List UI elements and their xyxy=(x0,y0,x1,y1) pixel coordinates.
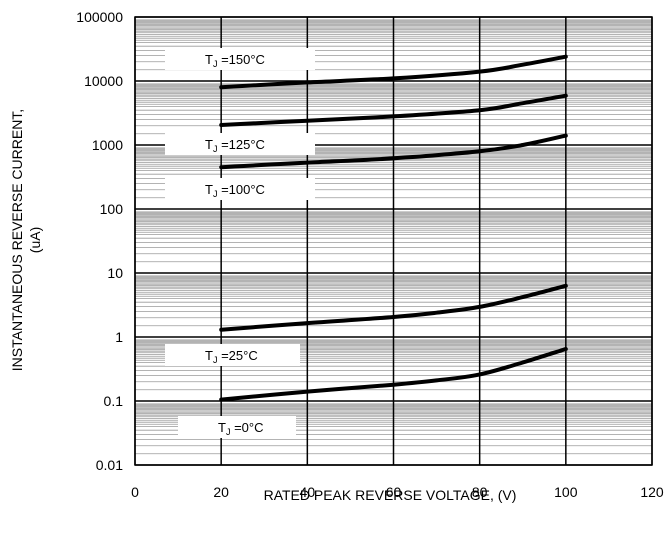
series-line-1 xyxy=(219,93,568,127)
series-label-value: =125°C xyxy=(217,137,264,152)
series-line-3 xyxy=(219,283,568,332)
series-label-subscript: J xyxy=(213,355,218,365)
x-tick-label: 120 xyxy=(640,484,664,500)
y-tick-label: 0.01 xyxy=(96,457,123,473)
series-label-subscript: J xyxy=(226,427,231,437)
series-label-value: =0°C xyxy=(230,420,263,435)
series-labels: TJ =150°CTJ =125°CTJ =100°CTJ =25°CTJ =0… xyxy=(165,48,315,438)
series-label-box xyxy=(178,416,296,438)
series-label-3: TJ =25°C xyxy=(205,348,258,365)
x-axis-title: RATED PEAK REVERSE VOLTAGE, (V) xyxy=(264,487,517,503)
series-label-box xyxy=(165,133,315,155)
series-lines xyxy=(219,54,568,402)
y-tick-label: 10 xyxy=(107,265,123,281)
series-label-box xyxy=(165,344,300,366)
y-tick-labels: 0.01 0.1 1 10 100 1000 10000 100000 xyxy=(76,9,123,473)
x-tick-label: 80 xyxy=(472,484,488,500)
series-label-subscript: J xyxy=(213,59,218,69)
x-tick-label: 100 xyxy=(554,484,578,500)
series-label-symbol: T xyxy=(205,137,213,152)
series-label-subscript: J xyxy=(213,189,218,199)
series-label-1: TJ =125°C xyxy=(205,137,265,154)
series-line-2 xyxy=(219,133,568,170)
series-label-subscript: J xyxy=(213,144,218,154)
y-axis-title-line-2: (uA) xyxy=(27,227,43,253)
series-label-value: =150°C xyxy=(217,52,264,67)
series-label-box xyxy=(165,178,315,200)
series-label-value: =100°C xyxy=(217,182,264,197)
plot-frame xyxy=(134,16,653,466)
series-label-4: TJ =0°C xyxy=(218,420,263,437)
y-tick-label: 1 xyxy=(115,329,123,345)
y-tick-label: 10000 xyxy=(84,73,123,89)
y-tick-label: 1000 xyxy=(92,137,123,153)
y-tick-label: 100 xyxy=(100,201,124,217)
y-axis-title-line-1: INSTANTANEOUS REVERSE CURRENT, xyxy=(9,109,25,371)
y-axis-title: INSTANTANEOUS REVERSE CURRENT, (uA) xyxy=(9,109,43,371)
series-label-symbol: T xyxy=(205,182,213,197)
y-tick-label: 0.1 xyxy=(104,393,124,409)
series-label-value: =25°C xyxy=(217,348,257,363)
series-label-2: TJ =100°C xyxy=(205,182,265,199)
x-tick-label: 60 xyxy=(386,484,402,500)
series-line-4 xyxy=(219,347,568,402)
x-tick-label: 20 xyxy=(213,484,229,500)
series-label-symbol: T xyxy=(218,420,226,435)
series-label-0: TJ =150°C xyxy=(205,52,265,69)
series-label-symbol: T xyxy=(205,52,213,67)
series-label-symbol: T xyxy=(205,348,213,363)
x-tick-labels: 0 20 40 60 80 100 120 xyxy=(131,484,664,500)
x-tick-label: 0 xyxy=(131,484,139,500)
y-tick-label: 100000 xyxy=(76,9,123,25)
x-tick-label: 40 xyxy=(300,484,316,500)
series-line-0 xyxy=(219,54,568,90)
series-label-box xyxy=(165,48,315,70)
